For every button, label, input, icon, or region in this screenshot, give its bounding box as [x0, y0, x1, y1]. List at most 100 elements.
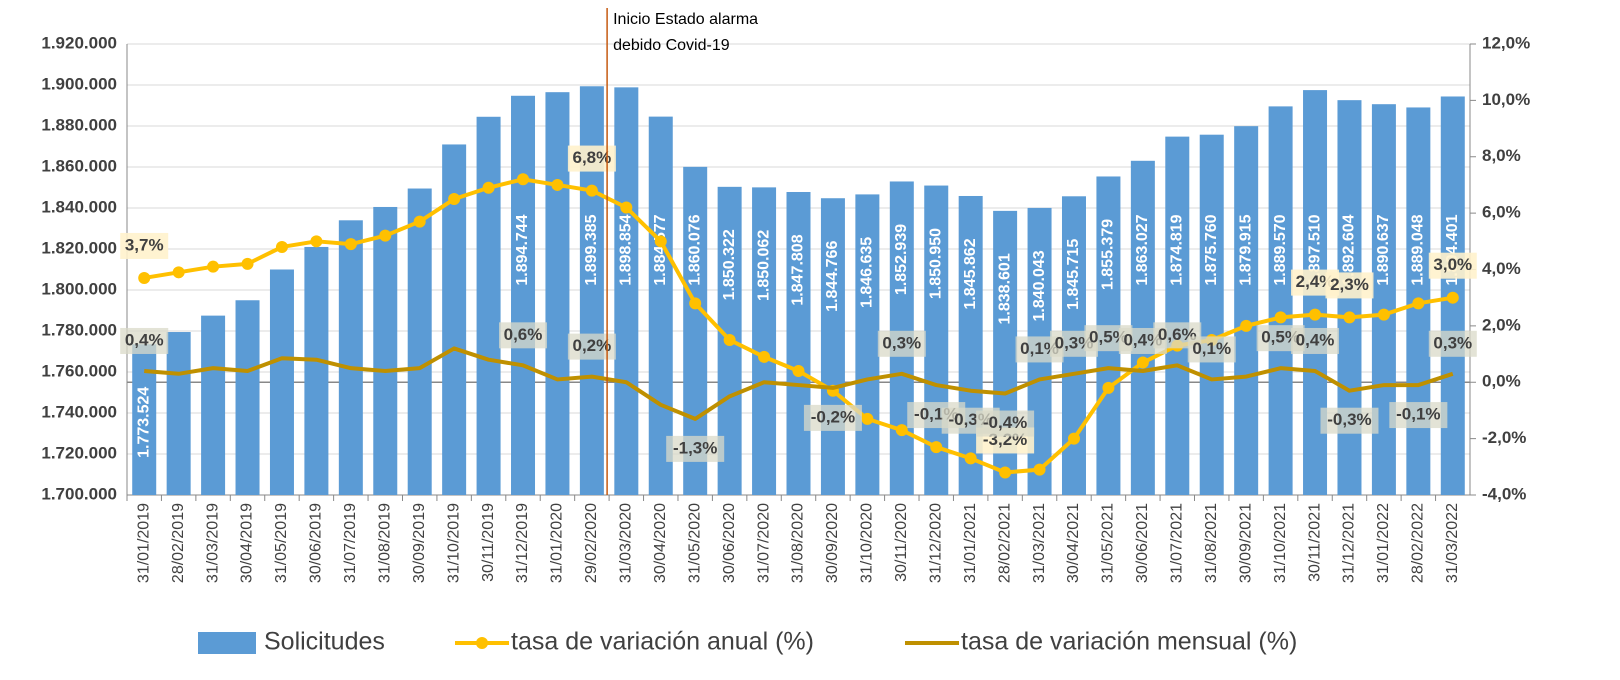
x-tick-label: 31/12/2021 [1341, 503, 1358, 583]
data-label-text: -1,3% [673, 438, 717, 457]
legend-label: Solicitudes [264, 628, 385, 656]
x-tick-label: 31/05/2021 [1100, 503, 1117, 583]
x-tick-label: 31/10/2020 [859, 503, 876, 583]
bar [1268, 106, 1293, 495]
data-label-text: -0,1% [1396, 405, 1440, 424]
y-tick-label: 1.900.000 [41, 74, 117, 93]
data-label-box [1291, 327, 1340, 354]
bar-value-label: 1.879.915 [1237, 214, 1254, 285]
bar [648, 116, 673, 495]
data-label: 0,2% [567, 333, 616, 360]
bar-value-label: 1.860.076 [686, 214, 703, 285]
bar-value-label: 1.874.819 [1169, 214, 1186, 285]
x-tick-label: 31/01/2019 [135, 503, 152, 583]
x-tick-label: 31/03/2019 [204, 503, 221, 583]
data-label-box [120, 232, 169, 259]
x-tick-label: 29/02/2020 [583, 503, 600, 583]
data-label: 0,6% [1153, 322, 1202, 349]
data-label-text: 0,1% [1020, 339, 1059, 358]
bar [1165, 136, 1190, 496]
x-tick-label: 30/09/2019 [411, 503, 428, 583]
data-label: 6,8% [567, 145, 616, 172]
y2-tick-label: 0,0% [1482, 372, 1521, 391]
data-label-text: 0,4% [1123, 330, 1162, 349]
bar [338, 220, 363, 496]
x-tick-label: 31/10/2021 [1272, 503, 1289, 583]
y-tick-label: 1.740.000 [41, 402, 117, 421]
data-label-text: 3,0% [1433, 255, 1472, 274]
data-label: 2,3% [1325, 272, 1374, 299]
data-label-box [1428, 330, 1477, 357]
x-tick-label: 30/11/2021 [1306, 503, 1323, 582]
data-label: 0,3% [877, 330, 926, 357]
data-label: 0,4% [1291, 327, 1340, 354]
y2-tick-label: 6,0% [1482, 203, 1521, 222]
data-label-text: 0,3% [882, 333, 921, 352]
line-marker [310, 235, 323, 248]
bar-value-label: 1.898.854 [618, 214, 635, 285]
line-marker [999, 466, 1012, 479]
line-marker [930, 441, 943, 454]
annotation-text: debido Covid-19 [613, 37, 730, 54]
legend-marker [476, 637, 488, 649]
bar [545, 92, 570, 496]
bar-value-label: 1.838.601 [996, 253, 1013, 324]
line-marker [861, 412, 874, 425]
bar [1130, 160, 1155, 495]
x-tick-label: 31/01/2021 [962, 503, 979, 583]
legend-label: tasa de variación anual (%) [511, 628, 814, 656]
bar-value-label: 1.863.027 [1134, 214, 1151, 285]
line-marker [1033, 463, 1046, 476]
data-label-box [877, 330, 926, 357]
line-marker [620, 201, 633, 214]
x-tick-label: 31/07/2020 [755, 503, 772, 583]
line-marker [1102, 381, 1115, 394]
data-label: 0,3% [1428, 330, 1477, 357]
y-tick-label: 1.860.000 [41, 156, 117, 175]
data-label-box [1187, 336, 1236, 363]
data-label-text: 0,5% [1261, 328, 1300, 347]
x-tick-label: 30/06/2020 [721, 503, 738, 583]
data-label-box [976, 410, 1035, 437]
line-marker [1240, 319, 1253, 332]
data-label-box [120, 327, 169, 354]
data-label: -0,4% [976, 410, 1035, 437]
bar-value-label: 1.846.635 [859, 237, 876, 308]
y2-tick-label: 10,0% [1482, 90, 1530, 109]
data-label-text: 0,3% [1055, 333, 1094, 352]
data-label-box [567, 333, 616, 360]
data-label-text: 0,6% [1158, 325, 1197, 344]
bar [476, 116, 501, 496]
line-marker [964, 452, 977, 465]
data-label-text: -0,3% [1327, 410, 1371, 429]
y-tick-label: 1.880.000 [41, 115, 117, 134]
data-label-text: 2,4% [1296, 272, 1335, 291]
x-tick-label: 30/06/2019 [308, 503, 325, 583]
x-tick-label: 30/04/2021 [1065, 503, 1082, 583]
x-tick-label: 30/11/2020 [893, 503, 910, 582]
x-tick-label: 31/12/2019 [514, 503, 531, 583]
x-tick-label: 31/05/2020 [686, 503, 703, 583]
bar [786, 191, 811, 496]
y-tick-label: 1.920.000 [41, 33, 117, 52]
bar [373, 206, 398, 495]
line-marker [1446, 291, 1459, 304]
y-tick-label: 1.700.000 [41, 484, 117, 503]
data-label: -0,3% [1320, 407, 1379, 434]
data-label: -0,1% [1389, 402, 1448, 429]
line-marker [207, 260, 220, 273]
line-marker [689, 297, 702, 310]
bar [614, 87, 639, 495]
annotation-text: Inicio Estado alarma [613, 11, 758, 28]
bar-value-label: 1.894.744 [514, 214, 531, 285]
bar-value-label: 1.884.577 [652, 214, 669, 285]
line-marker [1377, 308, 1390, 321]
data-label-box [1325, 272, 1374, 299]
bar [855, 194, 880, 495]
line-marker [275, 240, 288, 253]
x-tick-label: 30/09/2021 [1237, 503, 1254, 583]
bar [235, 300, 260, 495]
x-tick-label: 31/03/2020 [618, 503, 635, 583]
y2-tick-label: -2,0% [1482, 428, 1526, 447]
x-tick-label: 28/02/2021 [996, 503, 1013, 583]
